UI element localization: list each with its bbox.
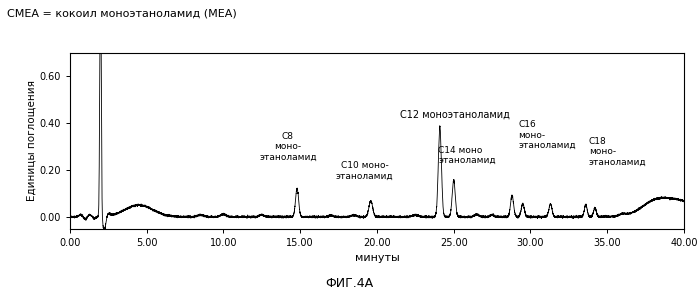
- Text: С12 моноэтаноламид: С12 моноэтаноламид: [400, 110, 510, 120]
- X-axis label: минуты: минуты: [355, 253, 399, 263]
- Text: С16
моно-
этаноламид: С16 моно- этаноламид: [518, 120, 576, 150]
- Y-axis label: Единицы поглощения: Единицы поглощения: [27, 80, 36, 201]
- Text: С18
моно-
этаноламид: С18 моно- этаноламид: [589, 137, 646, 166]
- Text: ФИГ.4А: ФИГ.4А: [325, 277, 373, 290]
- Text: С10 моно-
этаноламид: С10 моно- этаноламид: [336, 161, 394, 180]
- Text: CMEA = кокоил моноэтаноламид (MEA): CMEA = кокоил моноэтаноламид (MEA): [7, 9, 237, 19]
- Text: С14 моно
этаноламид: С14 моно этаноламид: [438, 146, 496, 165]
- Text: С8
моно-
этаноламид: С8 моно- этаноламид: [259, 132, 317, 162]
